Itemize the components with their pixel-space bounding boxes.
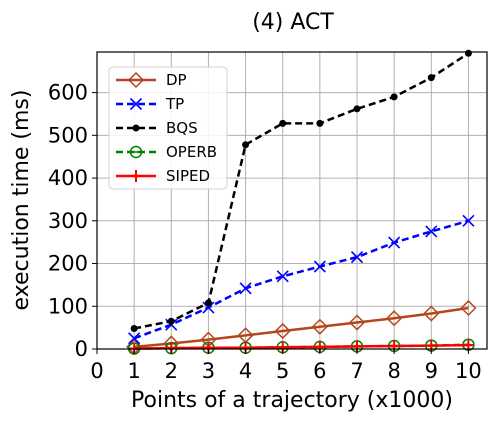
x-tick-label: 5 [276,359,289,383]
y-tick-label: 500 [48,123,88,147]
data-point-dp [423,305,440,322]
data-point-tp [202,301,215,314]
marker-stroke [313,260,326,273]
data-point-tp [462,214,475,227]
legend-label: OPERB [166,143,217,161]
x-tick-label: 2 [165,359,178,383]
series-line-bqs [133,52,470,330]
series-line-dp [134,306,469,349]
series-tp [128,214,475,345]
data-point-tp [128,332,141,345]
legend-marker [129,97,143,111]
data-point-tp [425,225,438,238]
legend-entry-dp: DP [116,71,187,89]
x-ticks: 0 1 2 3 4 5 6 7 8 9 10 [90,349,482,383]
data-point-tp [313,260,326,273]
x-tick-label: 1 [127,359,140,383]
x-tick-label: 0 [90,359,103,383]
marker-stroke [202,301,215,314]
data-point-tp [388,236,401,249]
data-point-bqs [279,119,287,127]
series-bqs [130,49,472,332]
data-point-bqs [167,317,175,325]
legend-entry-siped: SIPED [116,167,210,185]
legend-label: SIPED [166,167,210,185]
x-tick-label: 4 [239,359,252,383]
plot-frame [96,51,488,350]
y-tick-label: 400 [48,166,88,190]
marker-stroke [388,236,401,249]
y-tick-label: 600 [48,81,88,105]
data-point-bqs [427,74,435,82]
marker-stroke [128,332,141,345]
x-tick-label: 7 [350,359,363,383]
x-tick-label: 3 [202,359,215,383]
data-point-dp [460,299,477,317]
y-tick-label: 0 [75,337,88,361]
series-line-tp [133,219,469,340]
y-axis-title: execution time (ms) [9,90,34,311]
marker-stroke [276,270,289,283]
chart-title: (4) ACT [252,10,334,35]
legend-entry-bqs: BQS [116,119,198,137]
legend-label: DP [166,71,187,89]
legend-box [108,66,228,190]
y-ticks: 0 100 200 300 400 500 600 [48,81,97,361]
data-point-dp [386,310,403,327]
x-tick-label: 10 [455,359,482,383]
data-point-bqs [464,49,472,57]
data-point-bqs [242,141,250,149]
x-tick-label: 6 [313,359,326,383]
data-point-dp [311,318,328,335]
legend-marker [129,145,143,159]
data-point-bqs [130,324,138,332]
legend-label: BQS [166,119,198,137]
marker-stroke [462,214,475,227]
data-point-bqs [390,93,398,101]
data-point-bqs [353,105,361,113]
x-tick-label: 9 [425,359,438,383]
legend-entry-operb: OPERB [116,143,217,161]
data-point-tp [350,251,364,264]
legend-label: TP [165,95,184,113]
x-tick-label: 8 [387,359,400,383]
legend-marker [127,71,145,89]
data-point-tp [239,282,252,295]
data-point-bqs [204,299,212,307]
legend: DP TP BQS OPERB SIPED [108,66,228,190]
data-point-bqs [316,119,324,127]
legend-marker [132,124,140,132]
y-tick-label: 200 [48,252,88,276]
legend-entry-tp: TP [116,95,184,113]
marker-stroke [425,225,438,238]
marker-stroke [129,97,143,111]
series-line-siped [134,343,469,350]
data-point-tp [276,270,289,283]
y-tick-label: 100 [48,294,88,318]
series-dp [126,299,477,355]
data-point-dp [274,322,291,340]
y-tick-label: 300 [48,209,88,233]
marker-stroke [350,251,364,264]
x-axis-title: Points of a trajectory (x1000) [131,388,453,413]
legend-marker [130,170,142,182]
marker-stroke [239,282,252,295]
data-point-dp [348,314,366,331]
